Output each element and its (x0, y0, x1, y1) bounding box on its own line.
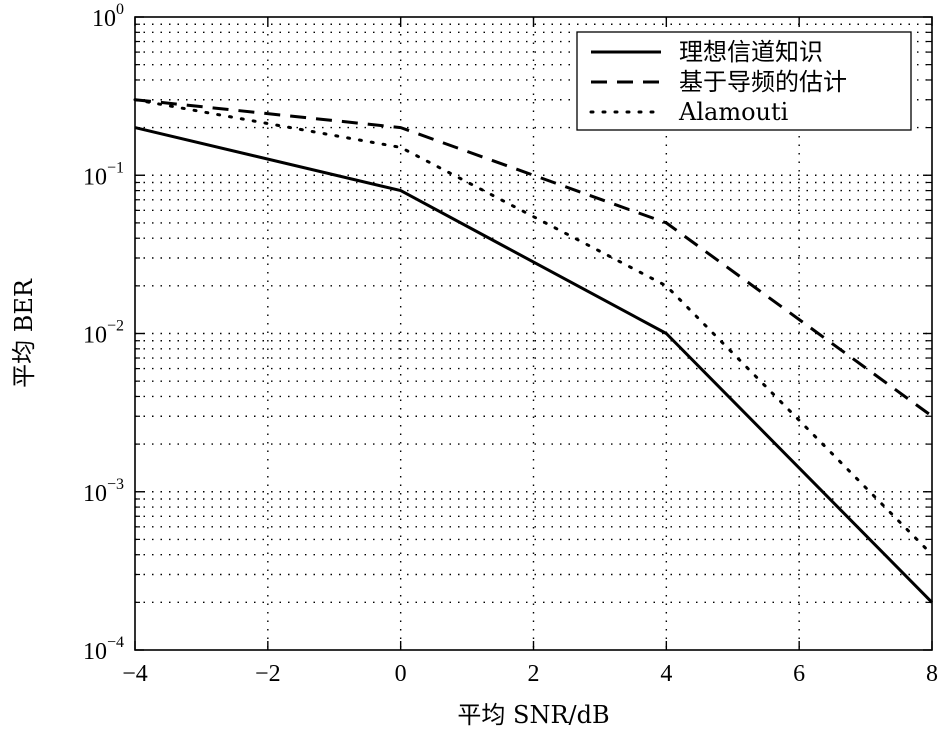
series-line-solid (134, 126, 934, 604)
y-tick-label: 10−2 (83, 318, 124, 349)
tick-layer (134, 16, 933, 651)
x-tick-label: 8 (926, 661, 938, 687)
x-tick-label: 2 (528, 661, 540, 687)
series-line-dashed (134, 98, 933, 418)
legend-entry-ideal: 理想信道知识 (591, 38, 823, 66)
x-tick-label: −2 (255, 661, 281, 687)
y-axis-label: 平均 BER (10, 278, 38, 388)
legend-label-pilot: 基于导频的估计 (679, 68, 847, 96)
y-tick-labels: 100 10−1 10−2 10−3 10−4 (83, 1, 124, 665)
legend-entry-alamouti: Alamouti (589, 98, 789, 126)
legend-entry-pilot: 基于导频的估计 (591, 68, 847, 96)
y-tick-label: 100 (92, 1, 124, 32)
series-layer (133, 98, 934, 604)
y-tick-label: 10−4 (83, 634, 124, 665)
series-line-dotted (133, 98, 934, 557)
legend-label-ideal: 理想信道知识 (679, 38, 823, 66)
x-tick-label: 6 (793, 661, 805, 687)
x-tick-label: 0 (395, 661, 407, 687)
x-tick-label: −4 (122, 661, 148, 687)
x-tick-labels: −4 −2 0 2 4 6 8 (122, 661, 938, 687)
y-tick-label: 10−3 (83, 476, 124, 507)
y-tick-label: 10−1 (83, 159, 124, 190)
legend-label-alamouti: Alamouti (678, 98, 789, 126)
x-axis-label: 平均 SNR/dB (457, 701, 609, 729)
legend: 理想信道知识 基于导频的估计 Alamouti (576, 31, 912, 131)
x-tick-label: 4 (660, 661, 672, 687)
